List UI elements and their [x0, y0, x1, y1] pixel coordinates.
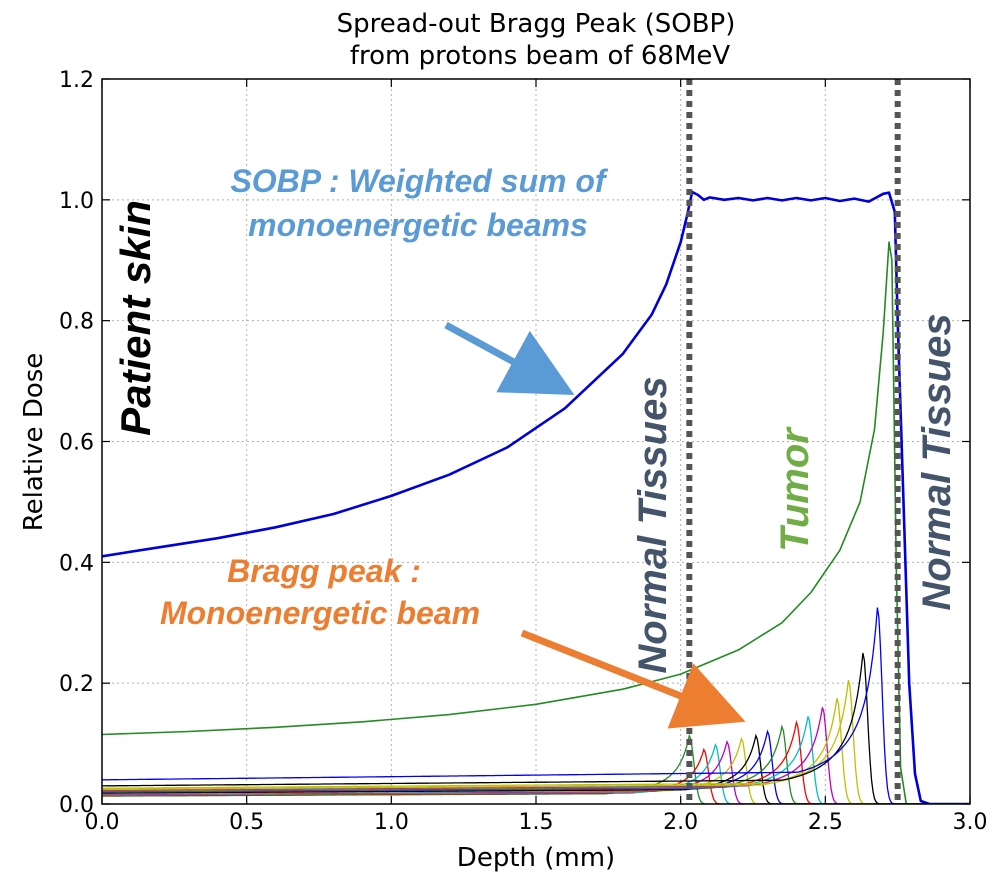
y-tick-label: 0.8 [59, 310, 94, 335]
monoenergetic-peak-line [102, 733, 970, 804]
x-tick-label: 2.5 [808, 810, 843, 835]
chart-title-line1: Spread-out Bragg Peak (SOBP) [337, 9, 736, 39]
y-tick-label: 0.0 [59, 793, 94, 818]
bragg-annotation-line2: Monoenergetic beam [160, 595, 480, 631]
sobp-annotation-line1: SOBP : Weighted sum of [230, 163, 608, 199]
sobp-arrow [444, 321, 575, 396]
chart-title-line2: from protons beam of 68MeV [350, 41, 731, 71]
bragg-peak-line [102, 241, 970, 804]
x-tick-label: 2.0 [663, 810, 698, 835]
monoenergetic-peak-line [102, 607, 970, 804]
axis-ticks: 0.0 0.5 1.0 1.5 2.0 2.5 3.0 0.0 0.2 0.4 0.6 0.8 1.0 1… [59, 68, 988, 835]
x-tick-label: 1.5 [519, 810, 554, 835]
normal-tissues-left-label: Normal Tissues [631, 376, 675, 673]
bragg-annotation-line1: Bragg peak : [227, 553, 421, 589]
monoenergetic-peak-line [102, 679, 970, 804]
sobp-line [102, 190, 970, 804]
y-tick-label: 0.2 [59, 672, 94, 697]
monoenergetic-peak-line [102, 733, 970, 804]
x-tick-label: 3.0 [953, 810, 988, 835]
x-tick-label: 0.5 [229, 810, 264, 835]
main-series [102, 190, 970, 804]
x-tick-label: 1.0 [374, 810, 409, 835]
sobp-annotation-line2: monoenergetic beams [248, 207, 588, 243]
tumor-label: Tumor [773, 426, 817, 552]
y-tick-label: 0.4 [59, 551, 94, 576]
grid [102, 79, 970, 804]
y-tick-label: 1.0 [59, 189, 94, 214]
monoenergetic-peak-line [102, 739, 970, 804]
bragg-arrow [520, 629, 746, 729]
monoenergetic-peaks [102, 607, 970, 804]
x-tick-label: 0.0 [85, 810, 120, 835]
monoenergetic-peak-line [102, 698, 970, 804]
monoenergetic-peak-line [102, 652, 970, 804]
x-axis-label: Depth (mm) [457, 843, 615, 872]
y-tick-label: 0.6 [59, 431, 94, 456]
normal-tissues-right-label: Normal Tissues [915, 313, 959, 610]
y-axis-label: Relative Dose [19, 353, 49, 532]
patient-skin-label: Patient skin [112, 200, 159, 436]
y-tick-label: 1.2 [59, 68, 94, 93]
